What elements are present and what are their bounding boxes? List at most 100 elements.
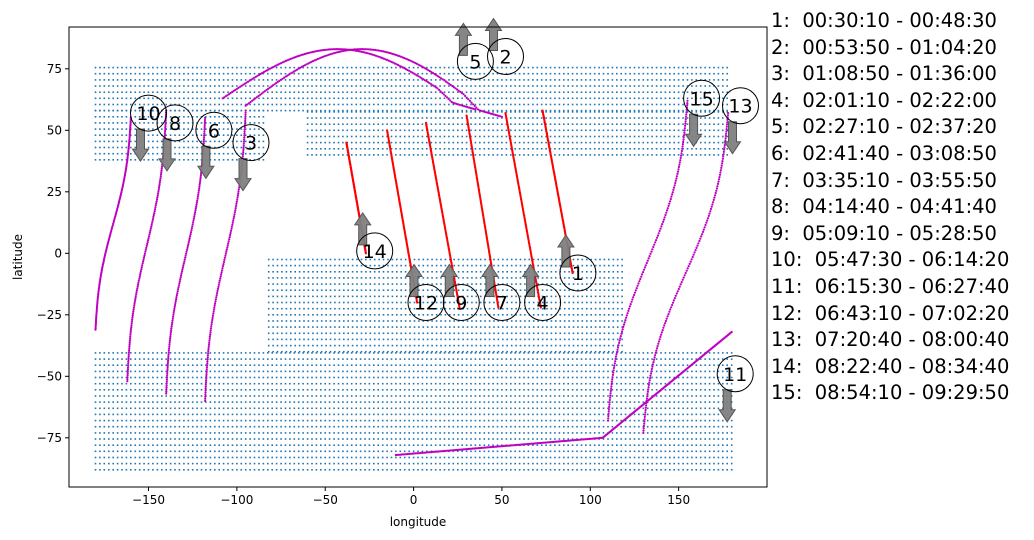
legend-entry: 12: 06:43:10 - 07:02:20 [771,301,1010,325]
time-window-legend: 1: 00:30:10 - 00:48:30 2: 00:53:50 - 01:0… [771,8,1009,407]
pass-marker-4: 4 [521,263,562,321]
x-tick-label: 150 [667,493,690,507]
marker-number: 9 [455,293,467,315]
direction-arrow [718,389,737,423]
legend-entry: 4: 02:01:10 - 02:22:00 [771,88,997,112]
direction-arrow [440,263,459,297]
pass-marker-8: 8 [156,104,194,172]
marker-circle [722,87,759,125]
x-tick-label: 100 [579,493,602,507]
pass-marker-12: 12 [405,263,445,321]
track-13 [642,112,730,434]
marker-number: 2 [499,47,511,69]
direction-arrow [158,138,176,172]
legend-entry: 2: 00:53:50 - 01:04:20 [771,35,997,59]
axes: −150 −100 −50 0 50 100 150 −75 −50 −25 0 25 50 75 [37,62,690,507]
marker-number: 10 [136,103,160,125]
marker-number: 8 [169,113,181,135]
direction-arrow [196,145,215,180]
marker-circle [130,94,167,132]
pass-marker-9: 9 [440,263,480,321]
track-5 [221,48,477,111]
y-tick-label: 0 [54,246,62,260]
x-axis-label: longitude [390,515,447,529]
land-region [94,352,733,471]
direction-arrow [405,263,423,297]
marker-circle [524,284,562,321]
marker-circle [716,355,754,393]
y-tick-label: −50 [37,369,62,383]
y-tick-label: 75 [47,62,62,76]
pass-marker-11: 11 [716,355,754,423]
pass-marker-15: 15 [683,79,721,148]
marker-circle [487,38,524,75]
marker-number: 3 [245,133,257,155]
direction-arrow [723,121,742,155]
legend-entry: 10: 05:47:30 - 06:14:20 [771,248,1010,272]
track-4 [504,112,542,309]
land-region [94,66,728,112]
marker-number: 14 [363,241,387,263]
marker-circle [232,124,270,162]
direction-arrow [521,263,540,297]
direction-arrow [131,128,150,163]
track-9 [424,121,461,309]
marker-circle [156,104,194,142]
marker-circle [356,232,394,270]
marker-circle [483,284,521,321]
direction-arrow [480,263,499,297]
direction-arrow [684,113,703,148]
legend-entry: 11: 06:15:30 - 06:27:40 [771,274,1010,298]
direction-arrow [454,22,473,56]
track-10 [94,116,132,331]
legend-entry: 14: 08:22:40 - 08:34:40 [771,354,1010,378]
land-region [306,111,728,156]
x-tick-label: −100 [220,493,253,507]
legend-entry: 7: 03:35:10 - 03:55:50 [771,168,997,192]
direction-arrow [556,234,575,268]
marker-circle [456,42,494,80]
x-tick-label: −50 [313,493,338,507]
legend-entry: 3: 01:08:50 - 01:36:00 [771,62,997,86]
x-tick-label: 50 [494,493,509,507]
legend-entry: 9: 05:09:10 - 05:28:50 [771,221,997,245]
marker-circle [683,79,721,117]
x-tick-label: 0 [410,493,418,507]
pass-marker-13: 13 [722,87,759,155]
marker-number: 6 [208,120,220,142]
pass-marker-6: 6 [195,111,233,180]
marker-circle [195,111,233,149]
direction-arrow [353,211,372,246]
pass-marker-14: 14 [353,211,394,270]
pass-marker-7: 7 [480,263,521,321]
marker-number: 11 [723,364,747,386]
track-15 [606,99,689,422]
track-11 [601,330,733,439]
marker-number: 13 [728,96,752,118]
track-2 [244,48,503,118]
plot-frame [68,26,768,488]
marker-number: 5 [469,51,481,73]
direction-arrow [234,158,252,192]
marker-number: 4 [537,293,549,315]
y-tick-label: −75 [37,431,62,445]
track-south-arc [394,436,604,457]
legend-entry: 15: 08:54:10 - 09:29:50 [771,381,1010,405]
marker-circle [407,284,445,321]
y-tick-label: 25 [47,185,62,199]
pass-marker-10: 10 [130,94,167,163]
legend-entry: 8: 04:14:40 - 04:41:40 [771,195,997,219]
ground-tracks [94,48,733,457]
land-grid [94,66,733,471]
pass-marker-1: 1 [556,234,597,292]
y-tick-label: −25 [37,308,62,322]
marker-number: 1 [572,263,584,285]
pass-marker-3: 3 [232,124,270,192]
pass-marker-5: 5 [454,22,494,80]
marker-number: 15 [690,88,714,110]
marker-circle [442,284,480,321]
marker-number: 7 [496,293,508,315]
legend-entry: 13: 07:20:40 - 08:00:40 [771,328,1010,352]
